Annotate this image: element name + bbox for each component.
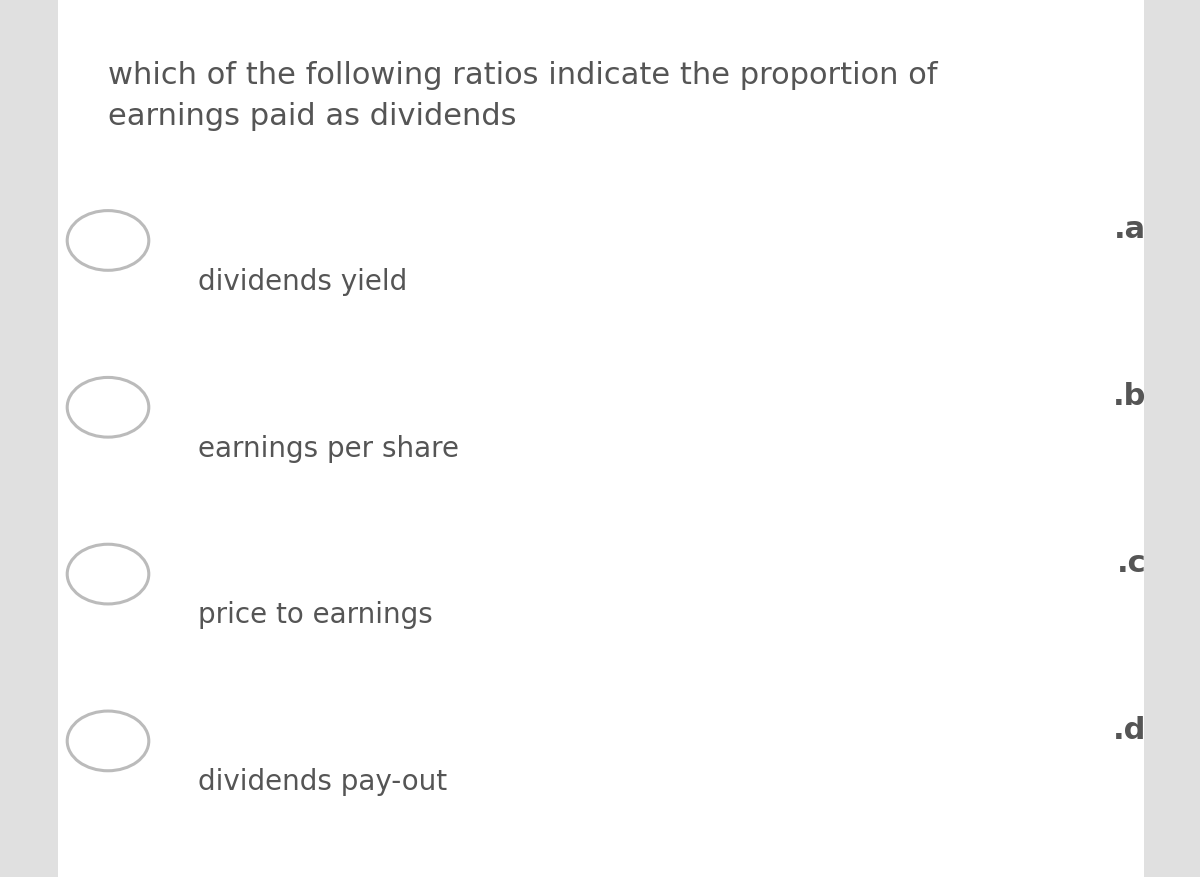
Text: earnings per share: earnings per share bbox=[198, 434, 458, 462]
Text: .a: .a bbox=[1114, 215, 1146, 244]
Text: which of the following ratios indicate the proportion of
earnings paid as divide: which of the following ratios indicate t… bbox=[108, 61, 937, 131]
Text: dividends pay-out: dividends pay-out bbox=[198, 767, 448, 795]
Text: price to earnings: price to earnings bbox=[198, 601, 433, 629]
Text: .c: .c bbox=[1116, 548, 1146, 577]
Text: .d: .d bbox=[1112, 715, 1146, 744]
Text: .b: .b bbox=[1112, 381, 1146, 410]
Text: dividends yield: dividends yield bbox=[198, 267, 407, 296]
